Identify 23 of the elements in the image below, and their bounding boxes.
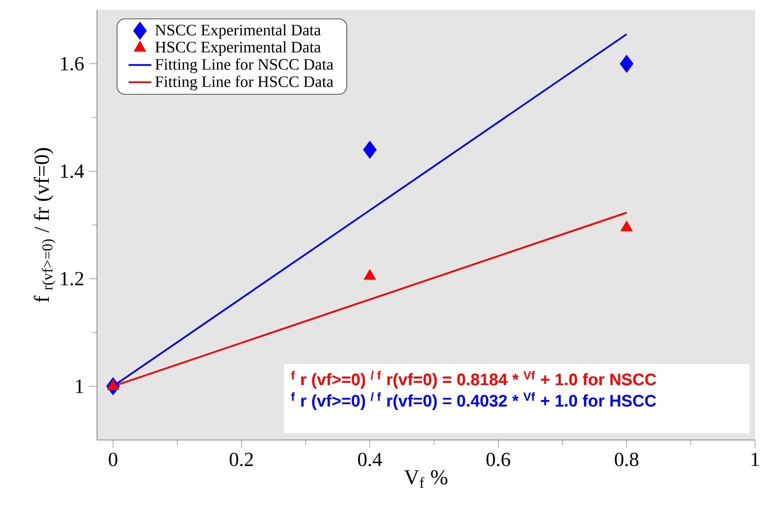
point: [363, 140, 377, 159]
point: [620, 54, 634, 73]
point: [107, 379, 120, 390]
legend-label: Fitting Line for NSCC Data: [155, 58, 334, 74]
y-tick-label: 1: [76, 380, 84, 393]
legend-label: HSCC Experimental Data: [155, 41, 321, 56]
y-tick-label: 1.4: [61, 164, 84, 178]
legend-label: Fitting Line for HSCC Data: [155, 76, 334, 90]
x-tick-label: 0.8: [614, 452, 638, 466]
x-tick-label: 0.6: [486, 452, 510, 466]
y-axis-title: f $_{r(vf>=0)}$ / fr (vf=0): [34, 148, 56, 302]
point: [364, 269, 376, 280]
y-tick-label: 1.2: [61, 272, 84, 286]
x-tick-label: 0.4: [358, 452, 382, 466]
y-tick-label: 1.6: [61, 56, 84, 71]
x-tick-label: 0: [108, 452, 118, 466]
x-axis-title: V$_{f}$ %: [404, 470, 448, 488]
point: [620, 220, 633, 232]
annotation: $^{f}$ r (vf>=0) $^{/ f}$ r(vf=0) = 0.8184 * $^{Vf}$ + 1.0 for NSCC: [291, 370, 656, 389]
x-tick-label: 0.2: [230, 452, 253, 466]
legend-label: NSCC Experimental Data: [155, 24, 321, 39]
x-tick-label: 1: [752, 452, 759, 466]
annotation: $^{f}$ r (vf>=0) $^{/ f}$ r(vf=0) = 0.4032 * $^{Vf}$ + 1.0 for HSCC: [291, 392, 656, 410]
